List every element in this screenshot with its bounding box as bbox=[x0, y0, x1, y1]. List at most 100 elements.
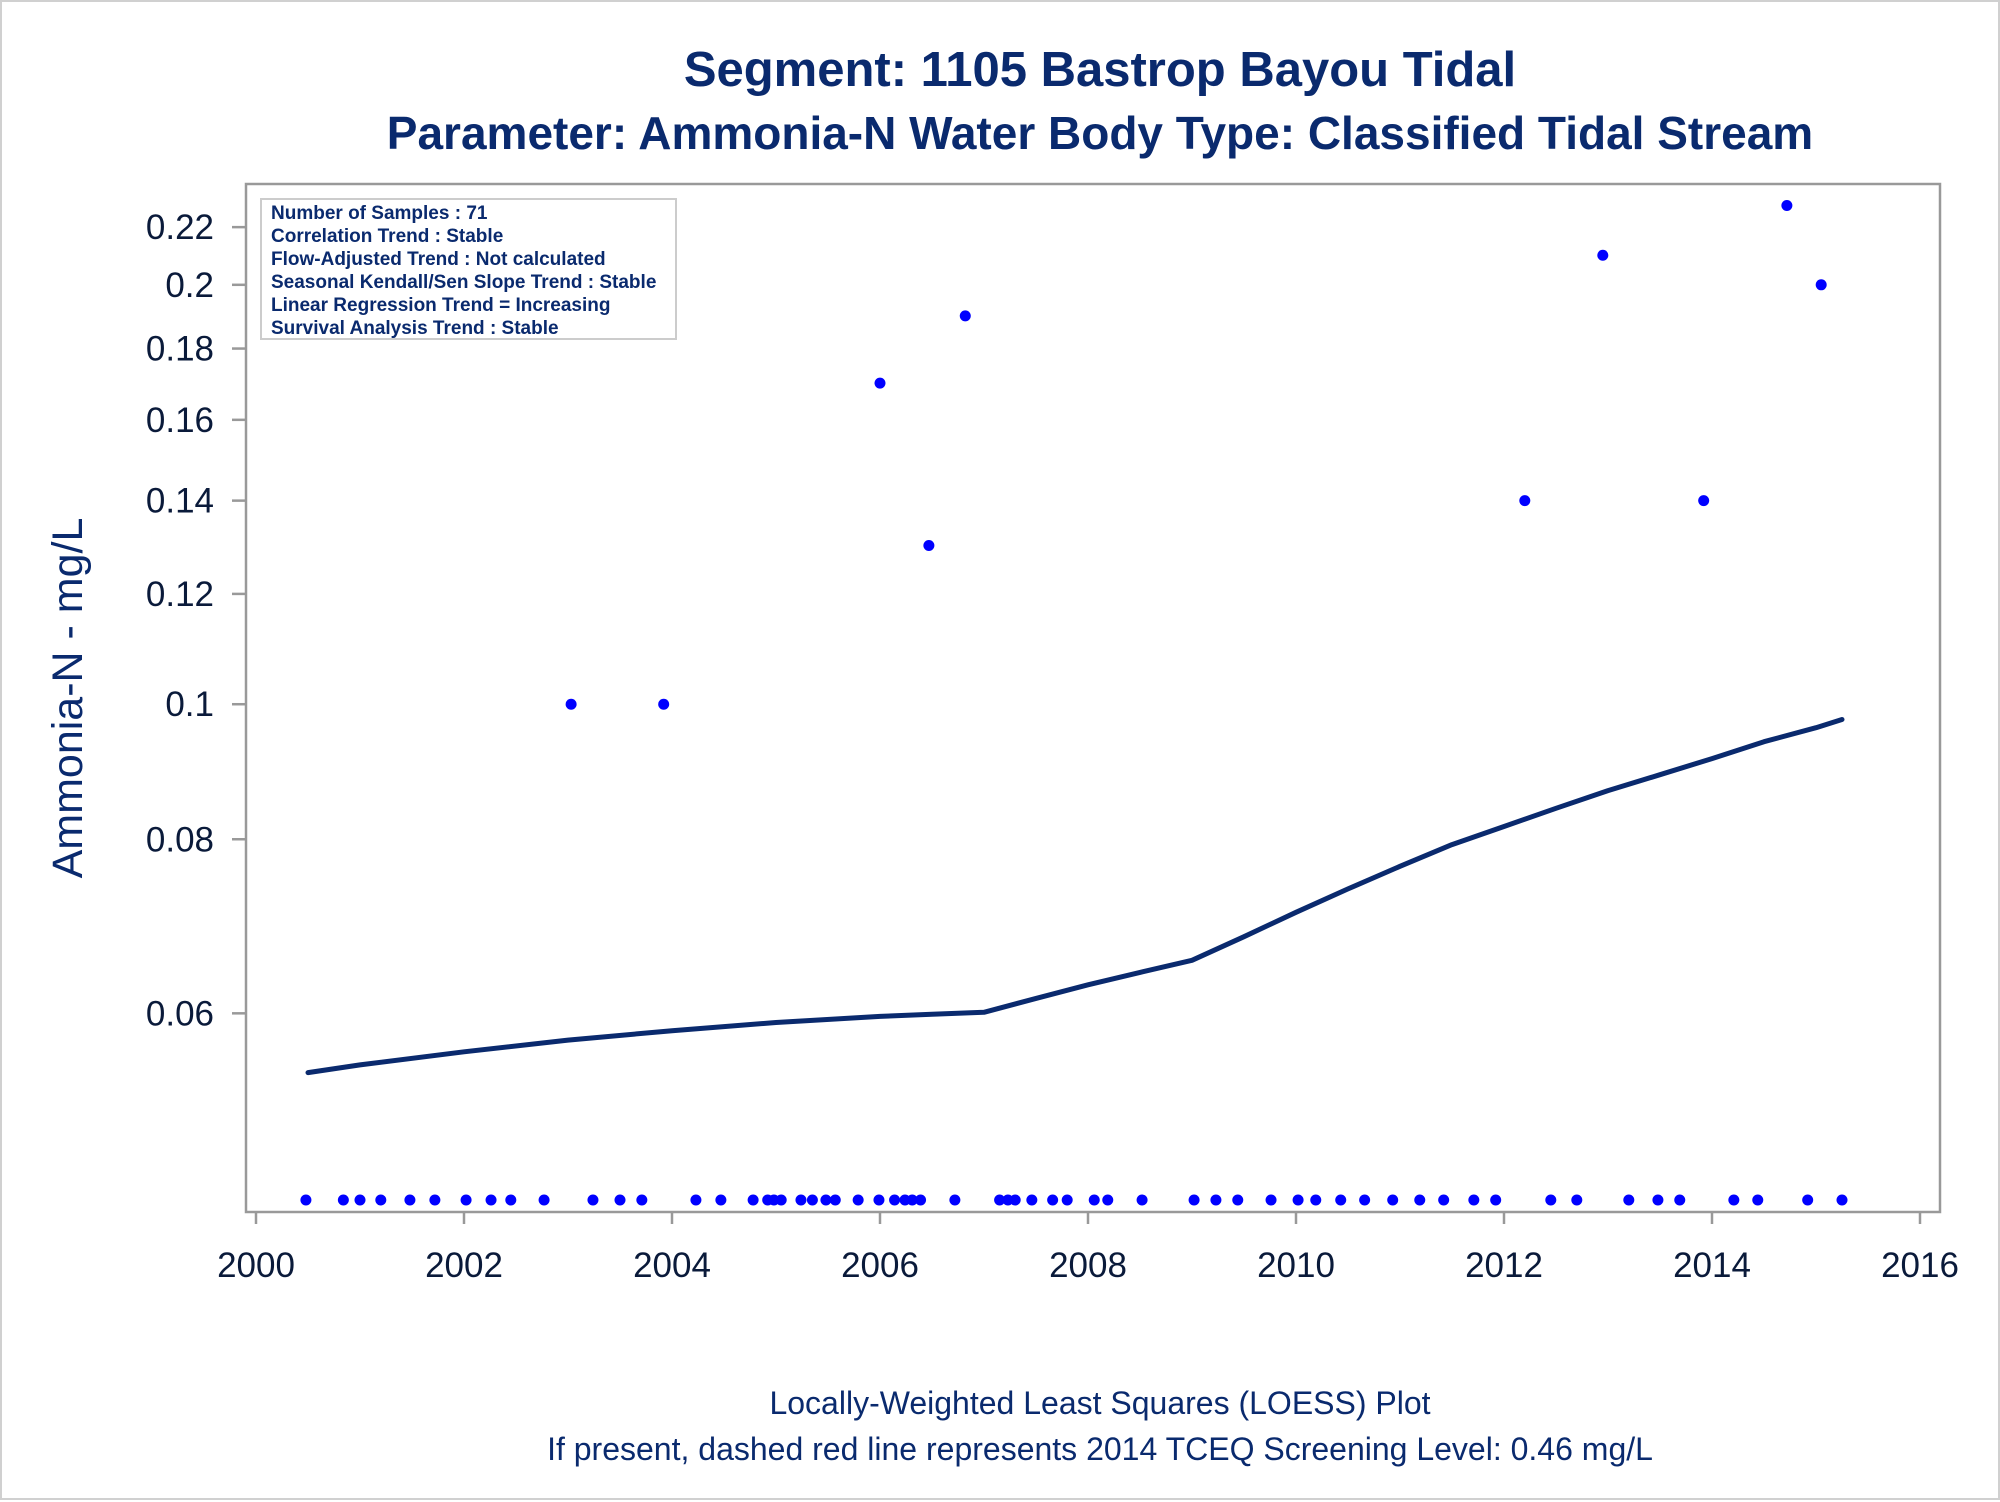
data-point bbox=[874, 377, 886, 389]
baseline-data-point bbox=[1047, 1194, 1059, 1206]
baseline-data-point bbox=[505, 1194, 517, 1206]
baseline-data-point bbox=[1009, 1194, 1021, 1206]
footnote-loess: Locally-Weighted Least Squares (LOESS) P… bbox=[769, 1385, 1430, 1421]
data-point bbox=[959, 310, 971, 322]
baseline-data-point bbox=[873, 1194, 885, 1206]
stats-box-border bbox=[260, 198, 677, 340]
baseline-data-point bbox=[1387, 1194, 1399, 1206]
baseline-data-point bbox=[690, 1194, 702, 1206]
baseline-data-point bbox=[795, 1194, 807, 1206]
baseline-data-point bbox=[1088, 1194, 1100, 1206]
baseline-data-point bbox=[404, 1194, 416, 1206]
baseline-data-point bbox=[485, 1194, 497, 1206]
baseline-data-point bbox=[1802, 1194, 1814, 1206]
data-point bbox=[1781, 200, 1793, 212]
baseline-data-point bbox=[460, 1194, 472, 1206]
baseline-data-point bbox=[354, 1194, 366, 1206]
y-tick-label: 0.18 bbox=[146, 330, 214, 369]
y-axis-label: Ammonia-N - mg/L bbox=[44, 518, 92, 879]
baseline-data-point bbox=[1836, 1194, 1848, 1206]
baseline-data-point bbox=[614, 1194, 626, 1206]
baseline-data-point bbox=[1652, 1194, 1664, 1206]
plot-area-frame bbox=[244, 182, 1942, 1214]
baseline-data-point bbox=[1102, 1194, 1114, 1206]
y-tick-label: 0.2 bbox=[165, 266, 214, 305]
baseline-data-point bbox=[1310, 1194, 1322, 1206]
baseline-data-point bbox=[889, 1194, 901, 1206]
baseline-data-point bbox=[1468, 1194, 1480, 1206]
stat-samples: Number of Samples : 71 bbox=[271, 203, 488, 224]
points-layer bbox=[300, 200, 1848, 1206]
baseline-data-point bbox=[1752, 1194, 1764, 1206]
stat-flow-adjusted: Flow-Adjusted Trend : Not calculated bbox=[271, 249, 606, 270]
baseline-data-point bbox=[538, 1194, 550, 1206]
baseline-data-point bbox=[715, 1194, 727, 1206]
baseline-data-point bbox=[852, 1194, 864, 1206]
baseline-data-point bbox=[1545, 1194, 1557, 1206]
baseline-data-point bbox=[1414, 1194, 1426, 1206]
y-tick-label: 0.06 bbox=[146, 994, 214, 1033]
baseline-data-point bbox=[1232, 1194, 1244, 1206]
y-tick-label: 0.22 bbox=[146, 208, 214, 247]
baseline-data-point bbox=[775, 1194, 787, 1206]
baseline-data-point bbox=[1026, 1194, 1038, 1206]
baseline-data-point bbox=[1571, 1194, 1583, 1206]
x-tick-label: 2014 bbox=[1673, 1246, 1751, 1285]
loess-layer bbox=[305, 717, 1845, 1076]
y-axis: 0.06 0.08 0.1 0.12 0.14 0.16 0.18 0.2 0.22 bbox=[146, 208, 246, 1033]
stat-seasonal-kendall: Seasonal Kendall/Sen Slope Trend : Stabl… bbox=[271, 272, 656, 293]
y-tick-label: 0.1 bbox=[165, 685, 214, 724]
baseline-data-point bbox=[300, 1194, 312, 1206]
x-tick-label: 2002 bbox=[425, 1246, 503, 1285]
baseline-data-point bbox=[1335, 1194, 1347, 1206]
baseline-data-point bbox=[806, 1194, 818, 1206]
footnote-screening-level: If present, dashed red line represents 2… bbox=[547, 1431, 1653, 1467]
y-tick-label: 0.14 bbox=[146, 482, 214, 521]
baseline-data-point bbox=[1728, 1194, 1740, 1206]
baseline-data-point bbox=[1292, 1194, 1304, 1206]
data-point bbox=[565, 698, 577, 710]
baseline-data-point bbox=[915, 1194, 927, 1206]
baseline-data-point bbox=[1210, 1194, 1222, 1206]
baseline-data-point bbox=[1061, 1194, 1073, 1206]
baseline-data-point bbox=[375, 1194, 387, 1206]
stats-box: Number of Samples : 71 Correlation Trend… bbox=[260, 198, 677, 340]
x-tick-label: 2006 bbox=[841, 1246, 919, 1285]
baseline-data-point bbox=[636, 1194, 648, 1206]
baseline-data-point bbox=[1490, 1194, 1502, 1206]
loess-line bbox=[305, 717, 1845, 1076]
data-point bbox=[1519, 495, 1531, 507]
baseline-data-point bbox=[587, 1194, 599, 1206]
baseline-data-point bbox=[1265, 1194, 1277, 1206]
baseline-data-point bbox=[1438, 1194, 1450, 1206]
x-tick-label: 2016 bbox=[1881, 1246, 1959, 1285]
data-point bbox=[1698, 495, 1710, 507]
baseline-data-point bbox=[1359, 1194, 1371, 1206]
baseline-data-point bbox=[820, 1194, 832, 1206]
baseline-data-point bbox=[906, 1194, 918, 1206]
baseline-data-point bbox=[1188, 1194, 1200, 1206]
stat-correlation: Correlation Trend : Stable bbox=[271, 226, 503, 247]
baseline-data-point bbox=[829, 1194, 841, 1206]
baseline-data-point bbox=[1674, 1194, 1686, 1206]
baseline-data-point bbox=[994, 1194, 1006, 1206]
chart-title: Segment: 1105 Bastrop Bayou Tidal bbox=[684, 43, 1516, 97]
data-point bbox=[923, 539, 935, 551]
data-point bbox=[1815, 279, 1827, 291]
x-axis: 2000 2002 2004 2006 2008 2010 2012 2014 2016 bbox=[217, 1212, 1959, 1285]
stat-survival-analysis: Survival Analysis Trend : Stable bbox=[271, 318, 559, 339]
baseline-data-point bbox=[429, 1194, 441, 1206]
x-tick-label: 2000 bbox=[217, 1246, 295, 1285]
stat-linear-regression: Linear Regression Trend = Increasing bbox=[271, 295, 610, 316]
x-tick-label: 2012 bbox=[1465, 1246, 1543, 1285]
data-point bbox=[658, 698, 670, 710]
data-point bbox=[1597, 249, 1609, 261]
y-tick-label: 0.08 bbox=[146, 820, 214, 859]
baseline-data-point bbox=[1623, 1194, 1635, 1206]
baseline-data-point bbox=[337, 1194, 349, 1206]
y-tick-label: 0.12 bbox=[146, 575, 214, 614]
chart-subtitle: Parameter: Ammonia-N Water Body Type: Cl… bbox=[387, 107, 1813, 159]
baseline-data-point bbox=[949, 1194, 961, 1206]
